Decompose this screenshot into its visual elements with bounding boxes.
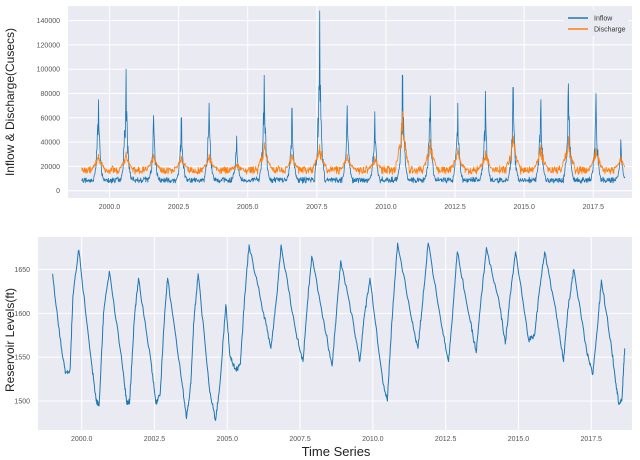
x-axis-label-bottom: Time Series	[302, 444, 371, 459]
y-tick-label: 20000	[41, 164, 61, 171]
x-tick-label: 2017.5	[583, 204, 605, 211]
inflow-discharge-chart: 020000400006000080000100000120000140000 …	[3, 6, 632, 211]
y-tick-label: 120000	[37, 42, 60, 49]
legend: Inflow Discharge	[564, 10, 628, 36]
x-tick-label: 2010.0	[375, 204, 397, 211]
y-axis-label-bottom: Reservoir Levels(ft)	[3, 288, 17, 392]
y-ticks-bottom: 1500 1550 1600 1650	[14, 267, 30, 406]
y-axis-label-top: Inflow & Discharge(Cusecs)	[3, 28, 17, 176]
y-tick-label: 40000	[41, 140, 61, 147]
y-tick-label: 1650	[14, 267, 30, 274]
y-tick-label: 140000	[37, 18, 60, 25]
series-line-discharge	[81, 111, 626, 175]
x-tick-label: 2012.5	[435, 436, 457, 443]
x-tick-label: 2015.0	[513, 204, 535, 211]
y-tick-label: 60000	[41, 115, 61, 122]
x-ticks-bottom: 2000.0 2002.5 2005.0 2007.5 2010.0 2012.5 2015…	[71, 436, 602, 443]
x-tick-label: 2012.5	[444, 204, 466, 211]
series-layer-bottom	[52, 242, 626, 421]
x-tick-label: 2015.0	[508, 436, 530, 443]
y-tick-label: 1550	[14, 355, 30, 362]
x-tick-label: 2007.5	[289, 436, 311, 443]
legend-label-discharge: Discharge	[594, 27, 626, 34]
series-line-inflow	[81, 10, 626, 184]
y-tick-label: 1500	[14, 399, 30, 406]
x-ticks-top: 2000.0 2002.5 2005.0 2007.5 2010.0 2012.5 2015…	[99, 204, 604, 211]
y-tick-label: 80000	[41, 91, 61, 98]
x-tick-label: 2002.5	[144, 436, 166, 443]
series-layer-top	[81, 10, 626, 184]
y-tick-label: 0	[56, 188, 60, 195]
x-tick-label: 2000.0	[71, 436, 93, 443]
reservoir-level-chart: 1500 1550 1600 1650 2000.0 2002.5 2005.0 2007.…	[3, 237, 632, 459]
x-tick-label: 2002.5	[168, 204, 190, 211]
x-tick-label: 2017.5	[581, 436, 603, 443]
series-line-reservoir-level	[52, 242, 626, 421]
x-tick-label: 2000.0	[99, 204, 121, 211]
x-tick-label: 2010.0	[362, 436, 384, 443]
y-tick-label: 1600	[14, 311, 30, 318]
x-tick-label: 2005.0	[217, 436, 239, 443]
grid-bottom	[38, 237, 632, 430]
y-tick-label: 100000	[37, 67, 60, 74]
legend-label-inflow: Inflow	[594, 16, 613, 23]
y-ticks-top: 0 20000 40000 60000 80000 100000 120000 140000	[37, 18, 60, 195]
legend-box	[564, 10, 628, 36]
x-tick-label: 2005.0	[237, 204, 259, 211]
x-tick-label: 2007.5	[306, 204, 328, 211]
